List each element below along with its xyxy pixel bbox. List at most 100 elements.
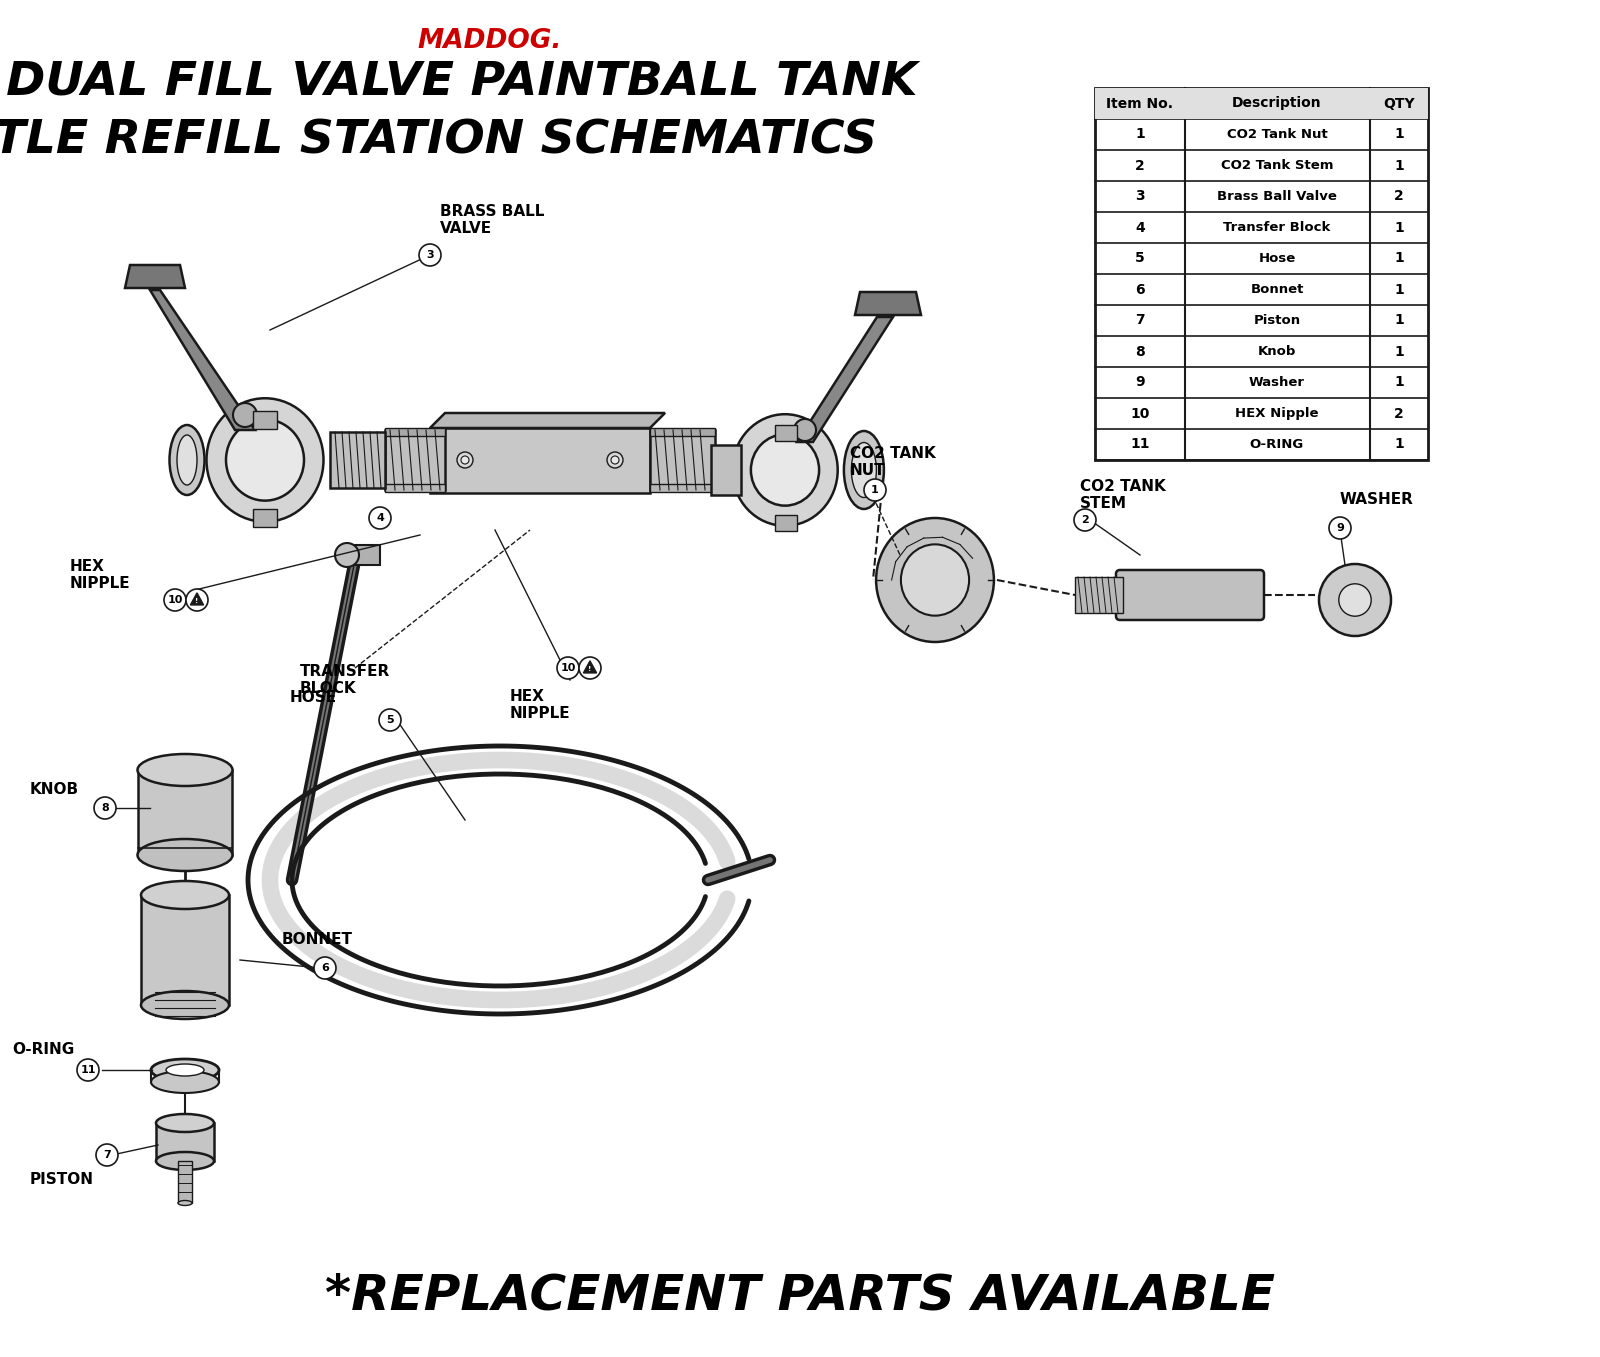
Bar: [386, 430, 445, 490]
Ellipse shape: [150, 1058, 219, 1082]
Text: Bonnet: Bonnet: [1250, 284, 1304, 296]
Ellipse shape: [141, 881, 229, 909]
Circle shape: [611, 456, 619, 464]
Circle shape: [606, 452, 622, 468]
Bar: [253, 509, 277, 527]
Bar: [650, 427, 715, 436]
Circle shape: [458, 452, 474, 468]
Circle shape: [96, 1144, 118, 1166]
Text: O-RING: O-RING: [1250, 438, 1304, 451]
Text: O-RING: O-RING: [13, 1042, 74, 1057]
Ellipse shape: [733, 414, 838, 525]
Bar: [774, 514, 797, 531]
Circle shape: [234, 403, 258, 427]
Text: WASHER: WASHER: [1341, 493, 1414, 508]
Text: 1: 1: [1394, 345, 1403, 358]
Bar: [650, 484, 715, 493]
Text: 8: 8: [1134, 345, 1146, 358]
Ellipse shape: [150, 1071, 219, 1092]
Text: BRASS BALL
VALVE: BRASS BALL VALVE: [440, 205, 544, 236]
Polygon shape: [797, 318, 893, 442]
Text: 2: 2: [1082, 516, 1090, 525]
Text: 7: 7: [1134, 313, 1146, 327]
Text: 6: 6: [322, 963, 330, 973]
Circle shape: [314, 957, 336, 978]
Text: Item No.: Item No.: [1107, 96, 1173, 110]
Text: Hose: Hose: [1258, 252, 1296, 265]
Ellipse shape: [851, 442, 877, 498]
Text: 7: 7: [102, 1149, 110, 1160]
Circle shape: [864, 479, 886, 501]
Text: 9: 9: [1336, 522, 1344, 533]
Text: 1: 1: [1394, 437, 1403, 452]
Ellipse shape: [901, 544, 970, 616]
Circle shape: [461, 456, 469, 464]
Polygon shape: [584, 661, 597, 673]
Bar: [330, 432, 386, 489]
Text: TRANSFER
BLOCK: TRANSFER BLOCK: [301, 665, 390, 696]
Text: 1: 1: [1394, 376, 1403, 389]
Text: CO2 Tank Stem: CO2 Tank Stem: [1221, 159, 1333, 172]
Text: 2: 2: [1394, 190, 1403, 204]
Circle shape: [419, 244, 442, 266]
Polygon shape: [190, 593, 203, 605]
Text: Knob: Knob: [1258, 345, 1296, 358]
Polygon shape: [854, 292, 922, 315]
Bar: [386, 427, 445, 436]
Circle shape: [1330, 517, 1350, 539]
Text: Washer: Washer: [1250, 376, 1306, 389]
Polygon shape: [430, 413, 666, 427]
Bar: [774, 425, 797, 441]
Text: 1: 1: [870, 484, 878, 495]
Text: QTY: QTY: [1382, 96, 1414, 110]
Text: HEX Nipple: HEX Nipple: [1235, 407, 1318, 421]
Circle shape: [1318, 565, 1390, 636]
Bar: [650, 430, 715, 490]
Polygon shape: [125, 265, 186, 288]
Circle shape: [379, 708, 402, 731]
Circle shape: [579, 657, 602, 678]
Circle shape: [1074, 509, 1096, 531]
Text: CO2 Tank Nut: CO2 Tank Nut: [1227, 128, 1328, 141]
Ellipse shape: [138, 754, 232, 786]
Text: KNOB: KNOB: [30, 783, 78, 798]
Text: 3: 3: [1134, 190, 1146, 204]
Text: 1: 1: [1394, 220, 1403, 235]
Bar: [138, 769, 232, 855]
Ellipse shape: [166, 1064, 205, 1076]
Text: MADDOG.: MADDOG.: [418, 28, 562, 54]
Text: 10: 10: [560, 664, 576, 673]
Ellipse shape: [157, 1152, 214, 1170]
Text: 5: 5: [1134, 251, 1146, 266]
Ellipse shape: [141, 991, 229, 1019]
Text: 4: 4: [1134, 220, 1146, 235]
Text: 5: 5: [386, 715, 394, 725]
Text: 3: 3: [426, 250, 434, 261]
Ellipse shape: [178, 1201, 192, 1205]
Text: BOTTLE REFILL STATION SCHEMATICS: BOTTLE REFILL STATION SCHEMATICS: [0, 118, 877, 163]
Ellipse shape: [206, 398, 323, 521]
Text: 11: 11: [80, 1065, 96, 1075]
Text: Piston: Piston: [1253, 313, 1301, 327]
Text: 2: 2: [1134, 159, 1146, 172]
Text: HOSE: HOSE: [290, 691, 338, 706]
Bar: [430, 427, 650, 493]
Text: 2: 2: [1394, 407, 1403, 421]
Circle shape: [94, 797, 115, 820]
Text: 4: 4: [376, 513, 384, 522]
Bar: [1094, 88, 1429, 460]
Text: 1: 1: [1394, 251, 1403, 266]
Text: 10: 10: [168, 594, 182, 605]
Circle shape: [1339, 584, 1371, 616]
Circle shape: [794, 419, 816, 441]
Text: 10: 10: [1130, 407, 1150, 421]
Bar: [346, 546, 381, 565]
Text: CO2 TANK
NUT: CO2 TANK NUT: [850, 446, 936, 478]
Text: 9: 9: [1134, 376, 1146, 389]
Text: Brass Ball Valve: Brass Ball Valve: [1218, 190, 1338, 204]
Text: 11: 11: [1130, 437, 1150, 452]
Text: CO2 DUAL FILL VALVE PAINTBALL TANK: CO2 DUAL FILL VALVE PAINTBALL TANK: [0, 60, 918, 104]
Circle shape: [370, 508, 390, 529]
Text: 1: 1: [1394, 159, 1403, 172]
Text: !: !: [195, 598, 198, 604]
